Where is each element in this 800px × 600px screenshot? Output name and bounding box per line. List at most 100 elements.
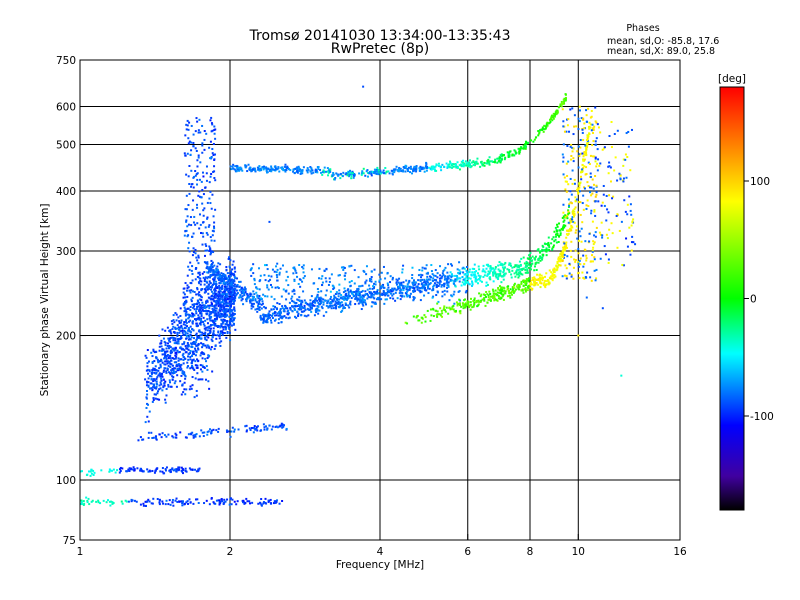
data-point (456, 268, 459, 271)
data-point (535, 136, 538, 139)
data-point (346, 298, 349, 301)
data-point (465, 265, 468, 268)
data-point (481, 298, 484, 301)
data-point (213, 170, 216, 173)
data-point (202, 323, 205, 326)
data-point (186, 225, 189, 228)
data-point (159, 363, 162, 366)
data-point (435, 294, 438, 297)
data-point (494, 267, 497, 270)
data-point (161, 361, 164, 364)
data-point (516, 284, 519, 287)
data-point (147, 377, 150, 380)
data-point (252, 305, 255, 308)
data-point (363, 299, 366, 302)
data-point (557, 222, 560, 225)
data-point (547, 283, 550, 286)
data-point (522, 279, 525, 282)
data-point (236, 292, 239, 295)
data-point (396, 279, 399, 282)
data-point (527, 266, 530, 269)
data-point (209, 330, 212, 333)
data-point (229, 339, 232, 342)
data-point (565, 162, 568, 165)
data-point (212, 251, 215, 254)
data-point (622, 180, 625, 183)
data-point (258, 288, 261, 291)
data-point (222, 326, 225, 329)
data-point (451, 279, 454, 282)
data-point (511, 289, 514, 292)
data-point (418, 268, 421, 271)
data-point (230, 272, 233, 275)
data-point (581, 271, 584, 274)
data-point (205, 179, 208, 182)
data-point (173, 347, 176, 350)
data-point (269, 502, 272, 505)
data-point (477, 304, 480, 307)
data-point (365, 279, 368, 282)
data-point (525, 282, 528, 285)
data-point (187, 204, 190, 207)
data-point (564, 216, 567, 219)
data-point (199, 308, 202, 311)
data-point (459, 312, 462, 315)
data-point (322, 303, 325, 306)
data-point (191, 303, 194, 306)
data-point (553, 115, 556, 118)
data-point (307, 314, 310, 317)
data-point (289, 169, 292, 172)
data-point (155, 383, 158, 386)
data-point (273, 270, 276, 273)
data-point (361, 294, 364, 297)
data-point (215, 429, 218, 432)
data-point (373, 282, 376, 285)
data-point (370, 294, 373, 297)
data-point (337, 274, 340, 277)
data-point (192, 352, 195, 355)
data-point (585, 149, 588, 152)
data-point (531, 276, 534, 279)
data-point (591, 254, 594, 257)
data-point (494, 272, 497, 275)
data-point (164, 503, 167, 506)
data-point (299, 285, 302, 288)
data-point (188, 182, 191, 185)
data-point (552, 246, 555, 249)
data-point (462, 159, 465, 162)
data-point (324, 277, 327, 280)
data-point (461, 302, 464, 305)
data-point (184, 314, 187, 317)
data-point (569, 218, 572, 221)
data-point (349, 302, 352, 305)
data-point (271, 314, 274, 317)
data-point (622, 158, 625, 161)
data-point (188, 353, 191, 356)
data-point (500, 159, 503, 162)
data-point (206, 262, 209, 265)
data-point (175, 497, 178, 500)
data-point (377, 297, 380, 300)
data-point (174, 380, 177, 383)
data-point (299, 305, 302, 308)
data-point (285, 298, 288, 301)
data-point (149, 387, 152, 390)
data-point (230, 503, 233, 506)
data-point (358, 292, 361, 295)
data-point (567, 118, 570, 121)
data-point (329, 304, 332, 307)
data-point (199, 378, 202, 381)
data-point (462, 303, 465, 306)
data-point (436, 310, 439, 313)
data-point (192, 133, 195, 136)
data-point (192, 306, 195, 309)
data-point (233, 306, 236, 309)
data-point (185, 347, 188, 350)
data-point (195, 307, 198, 310)
data-point (594, 140, 597, 143)
data-point (592, 128, 595, 131)
data-point (273, 312, 276, 315)
data-point (221, 291, 224, 294)
data-point (449, 279, 452, 282)
data-point (194, 130, 197, 133)
